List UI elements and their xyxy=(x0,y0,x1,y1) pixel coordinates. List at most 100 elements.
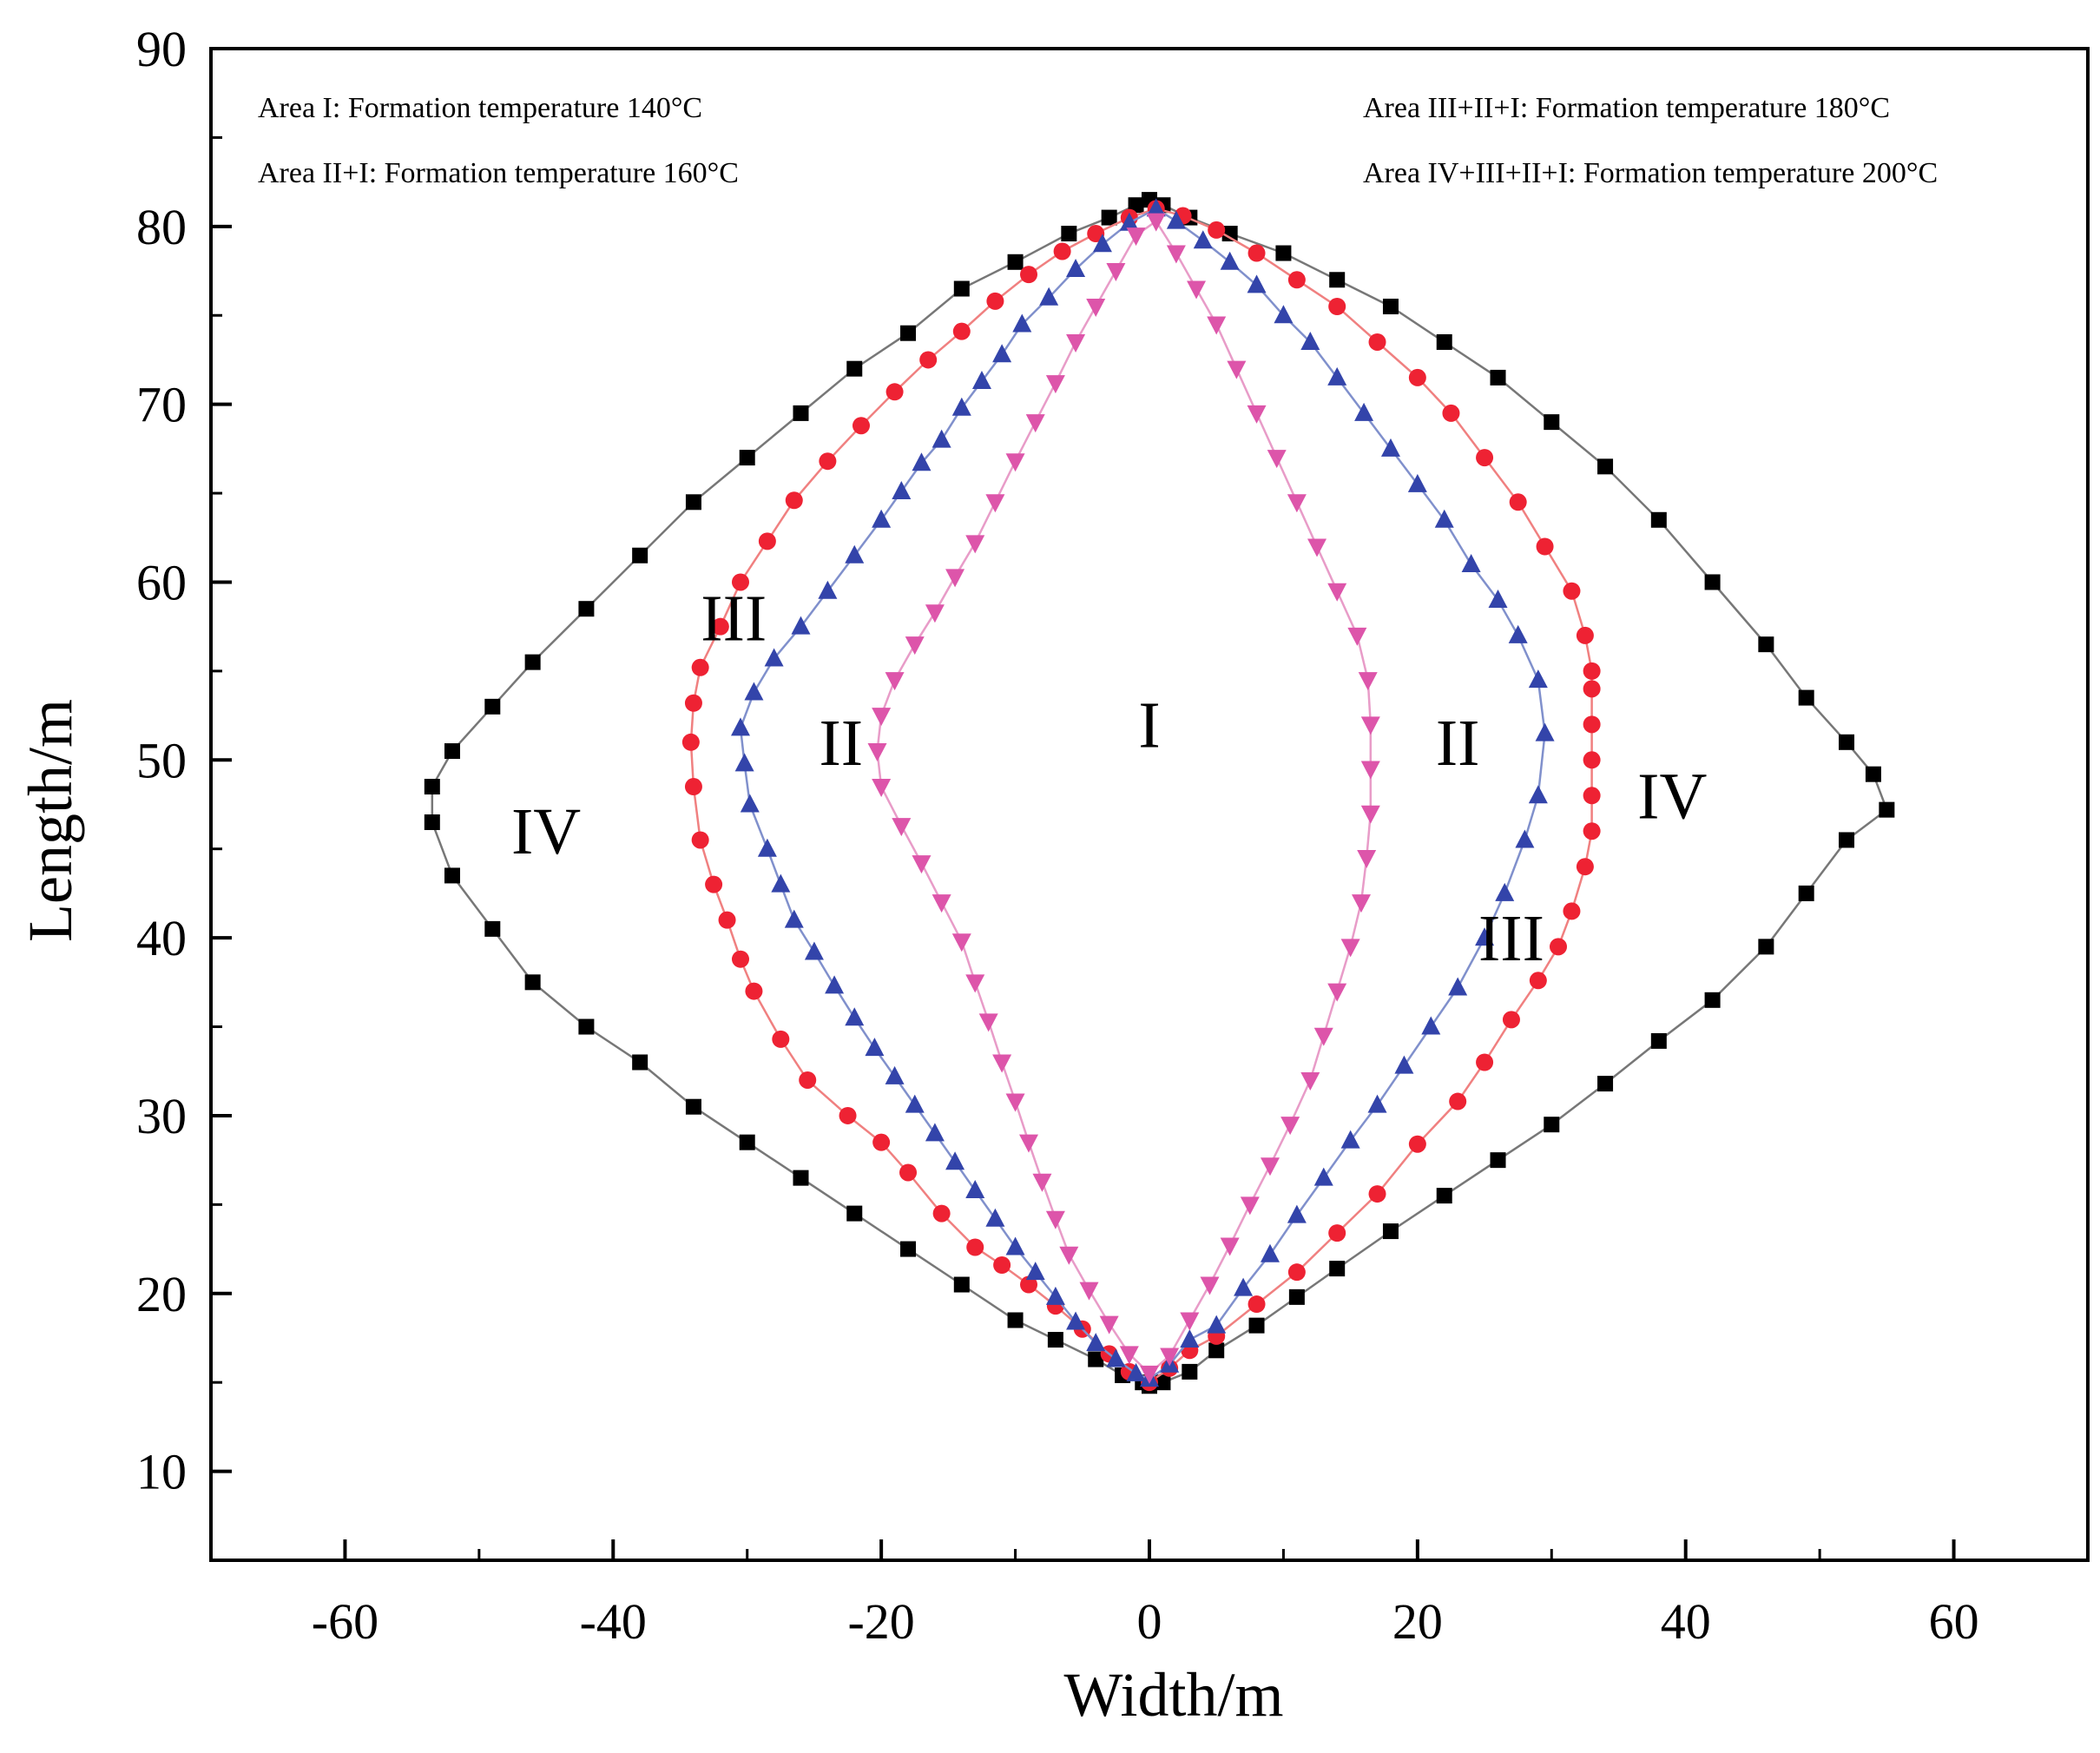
data-point xyxy=(1597,1076,1614,1092)
data-point xyxy=(905,636,925,656)
data-point xyxy=(1045,375,1065,394)
data-point xyxy=(1442,404,1460,422)
data-point xyxy=(684,778,702,796)
data-point xyxy=(965,974,985,993)
data-point xyxy=(739,450,755,466)
data-point xyxy=(1007,1312,1024,1328)
data-point xyxy=(1340,939,1360,958)
data-point xyxy=(846,1205,863,1222)
data-point xyxy=(1367,1094,1387,1113)
data-point xyxy=(739,1134,755,1150)
region-label: I xyxy=(1138,689,1160,761)
y-tick-label: 10 xyxy=(136,1444,187,1500)
x-tick-label: 40 xyxy=(1661,1593,1711,1650)
data-point xyxy=(1583,680,1601,698)
data-point xyxy=(1329,1261,1346,1277)
data-point xyxy=(993,1255,1011,1274)
data-point xyxy=(1047,1332,1063,1348)
data-point xyxy=(1260,1157,1280,1176)
legend-note-area-2: Area II+I: Formation temperature 160°C xyxy=(258,157,739,189)
data-point xyxy=(1193,230,1213,249)
y-tick-label: 30 xyxy=(136,1088,187,1144)
data-point xyxy=(1536,537,1554,556)
data-point xyxy=(1448,977,1468,996)
series-square xyxy=(424,192,1895,1394)
data-point xyxy=(764,648,784,667)
data-point xyxy=(731,950,749,968)
data-point xyxy=(1508,624,1528,643)
data-point xyxy=(1528,669,1548,689)
data-point xyxy=(1360,761,1380,780)
data-point xyxy=(1351,894,1371,913)
data-point xyxy=(1227,360,1247,379)
data-point xyxy=(799,1071,817,1089)
data-point xyxy=(985,1208,1005,1227)
data-point xyxy=(932,894,951,913)
data-point xyxy=(1247,244,1266,262)
data-point xyxy=(1528,785,1548,804)
data-point xyxy=(740,794,760,813)
data-point xyxy=(925,1123,945,1142)
data-point xyxy=(1758,939,1774,955)
data-point xyxy=(1287,1263,1306,1282)
data-point xyxy=(1300,331,1320,350)
data-point xyxy=(1461,553,1481,572)
data-point xyxy=(1247,405,1267,424)
data-point xyxy=(1066,1311,1086,1330)
data-point xyxy=(1059,1246,1079,1265)
data-point xyxy=(1066,258,1086,277)
data-point xyxy=(1126,1362,1146,1381)
data-point xyxy=(1476,1053,1494,1071)
data-point xyxy=(791,616,811,635)
data-point xyxy=(758,532,776,550)
y-tick-label: 90 xyxy=(136,21,187,77)
data-point xyxy=(1146,213,1166,232)
data-point xyxy=(1597,458,1614,475)
data-point xyxy=(1354,402,1374,421)
data-point xyxy=(1287,1204,1307,1223)
data-point xyxy=(734,753,754,772)
data-point xyxy=(951,397,971,416)
data-point xyxy=(965,535,985,554)
data-point xyxy=(900,325,917,341)
data-point xyxy=(1079,1282,1099,1301)
data-point xyxy=(1563,902,1581,920)
data-point xyxy=(771,873,791,893)
data-point xyxy=(1025,414,1045,433)
data-point xyxy=(1704,992,1721,1008)
data-point xyxy=(424,779,440,795)
data-point xyxy=(524,974,541,991)
data-point xyxy=(1160,1348,1180,1367)
data-point xyxy=(1208,1342,1225,1359)
data-point xyxy=(1045,1210,1065,1229)
data-point xyxy=(1758,636,1774,653)
data-point xyxy=(684,694,702,712)
data-point xyxy=(1650,511,1667,528)
data-point xyxy=(1220,1237,1240,1256)
data-point xyxy=(1155,1374,1171,1391)
data-point xyxy=(1025,1262,1045,1281)
y-tick-label: 50 xyxy=(136,732,187,788)
data-point xyxy=(1329,272,1346,288)
series-triangle-up xyxy=(730,198,1555,1387)
data-point xyxy=(1515,829,1535,848)
data-point xyxy=(1583,787,1601,805)
data-point xyxy=(731,573,749,591)
y-tick-label: 60 xyxy=(136,554,187,610)
data-point xyxy=(992,1054,1012,1073)
data-point xyxy=(1086,298,1106,317)
data-point xyxy=(1247,1295,1266,1314)
data-point xyxy=(1583,662,1601,680)
data-point xyxy=(1005,1236,1025,1255)
data-point xyxy=(992,344,1012,363)
data-point xyxy=(1327,366,1347,386)
data-point xyxy=(852,417,870,435)
data-point xyxy=(1106,1348,1126,1367)
data-point xyxy=(1061,226,1077,242)
data-point xyxy=(1421,1016,1441,1035)
data-point xyxy=(1839,832,1855,848)
data-point xyxy=(885,1065,905,1084)
data-point xyxy=(899,1163,918,1182)
data-point xyxy=(1408,368,1426,386)
